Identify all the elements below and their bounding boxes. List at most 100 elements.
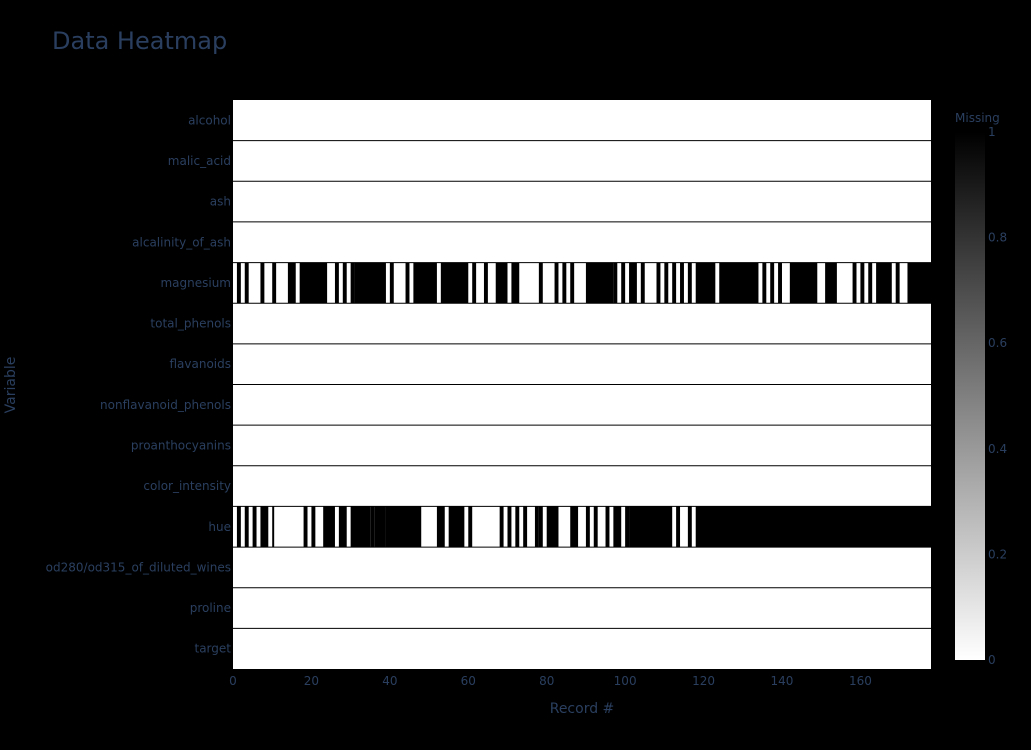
heatmap-cell-missing [860, 262, 865, 304]
y-tick-label: hue [208, 520, 231, 534]
heatmap-cell-missing [656, 262, 661, 304]
heatmap-row-nonflavanoid-phenols [233, 384, 931, 426]
heatmap-cell-missing [629, 506, 673, 548]
x-tick-label: 100 [614, 674, 637, 688]
colorbar-title: Missing [955, 111, 1000, 125]
heatmap-cell-missing [825, 262, 837, 304]
heatmap-cell-missing [629, 262, 637, 304]
heatmap-cell-missing [342, 262, 347, 304]
heatmap-cell-missing [374, 506, 386, 548]
heatmap-cell-missing [852, 262, 857, 304]
heatmap-row-ash [233, 181, 931, 222]
x-tick-label: 60 [461, 674, 476, 688]
heatmap-cell-missing [260, 262, 265, 304]
heatmap-cell-missing [236, 262, 241, 304]
heatmap-cell-missing [621, 262, 626, 304]
heatmap-row-malic-acid [233, 140, 931, 182]
heatmap-row-flavanoids [233, 343, 931, 385]
y-tick-label: magnesium [160, 276, 231, 290]
heatmap-rows [233, 100, 931, 669]
colorbar-tick-label: 0.8 [988, 231, 1007, 245]
heatmap-row-proanthocyanins [233, 425, 931, 466]
heatmap-cell-missing [695, 506, 931, 548]
heatmap-cell-missing [876, 262, 892, 304]
heatmap-cell-missing [789, 262, 818, 304]
heatmap-cell-missing [303, 506, 308, 548]
heatmap-cell-missing [260, 506, 269, 548]
heatmap-cell-missing [554, 262, 559, 304]
colorbar-tick-label: 1 [988, 125, 996, 139]
heatmap-cell-missing [272, 262, 277, 304]
y-tick-label: total_phenols [150, 317, 231, 331]
heatmap-cell-missing [272, 506, 275, 548]
heatmap-cell-missing [334, 262, 339, 304]
x-tick-label: 140 [771, 674, 794, 688]
y-tick-label: alcalinity_of_ash [132, 235, 231, 249]
heatmap-row-proline [233, 587, 931, 629]
colorbar-tick-label: 0.2 [988, 547, 1007, 561]
y-tick-label: proline [190, 601, 231, 615]
heatmap-cell-missing [687, 262, 692, 304]
heatmap-cell-missing [338, 506, 347, 548]
x-tick-label: 120 [692, 674, 715, 688]
heatmap-cell-missing [472, 262, 477, 304]
heatmap-cell-missing [287, 262, 296, 304]
x-tick-label: 80 [539, 674, 554, 688]
heatmap-cell-missing [680, 262, 684, 304]
heatmap-cell-missing [613, 262, 618, 304]
colorbar: Missing 0 0.2 0.4 0.6 0.8 1 [955, 111, 1007, 667]
heatmap-cell-missing [523, 506, 528, 548]
heatmap-cell-missing [350, 506, 371, 548]
heatmap-cell-missing [907, 262, 931, 304]
heatmap-cell-missing [468, 506, 473, 548]
heatmap-cell-missing [664, 262, 669, 304]
heatmap-cell-missing [546, 506, 559, 548]
heatmap-cell-missing [585, 506, 590, 548]
heatmap-cell-missing [354, 262, 386, 304]
y-tick-label: color_intensity [143, 479, 231, 493]
heatmap-cell-missing [440, 262, 469, 304]
colorbar-tick-label: 0.6 [988, 336, 1007, 350]
heatmap-cell-missing [538, 506, 543, 548]
y-tick-label: ash [210, 195, 231, 209]
x-tick-label: 160 [849, 674, 872, 688]
heatmap-cell-missing [770, 262, 775, 304]
heatmap-cell-missing [570, 262, 575, 304]
heatmap-row-alcalinity-of-ash [233, 221, 931, 263]
y-tick-label: malic_acid [168, 154, 231, 168]
heatmap-cell-missing [640, 262, 645, 304]
colorbar-gradient [955, 132, 985, 660]
x-tick-label: 40 [382, 674, 397, 688]
y-tick-label: alcohol [188, 113, 231, 127]
heatmap-cell-missing [311, 506, 316, 548]
heatmap-cell-missing [405, 262, 410, 304]
heatmap-cell-missing [515, 506, 520, 548]
heatmap-cell-missing [762, 262, 767, 304]
y-axis-title: Variable [3, 357, 19, 414]
heatmap-cell-missing [570, 506, 579, 548]
x-axis-title: Record # [550, 701, 615, 717]
heatmap-cell-missing [895, 262, 900, 304]
heatmap-cell-missing [236, 506, 241, 548]
heatmap-cell-missing [499, 506, 504, 548]
heatmap-cell-missing [370, 506, 375, 548]
heatmap-cell-missing [252, 506, 257, 548]
y-tick-label: nonflavanoid_phenols [100, 398, 231, 412]
y-tick-label: proanthocyanins [131, 438, 231, 452]
heatmap-cell-missing [495, 262, 508, 304]
heatmap-cell-missing [562, 262, 567, 304]
heatmap-cell-missing [436, 506, 445, 548]
chart-title: Data Heatmap [52, 27, 227, 55]
heatmap-row-alcohol [233, 100, 931, 141]
heatmap-cell-missing [385, 506, 422, 548]
y-tick-label: flavanoids [169, 357, 231, 371]
heatmap-row-target [233, 628, 931, 669]
heatmap-row-color-intensity [233, 465, 931, 507]
heatmap-cell-missing [538, 262, 543, 304]
heatmap-cell-missing [389, 262, 394, 304]
heatmap-cell-missing [672, 262, 677, 304]
heatmap-cell-missing [448, 506, 465, 548]
heatmap-cell-missing [625, 506, 630, 548]
